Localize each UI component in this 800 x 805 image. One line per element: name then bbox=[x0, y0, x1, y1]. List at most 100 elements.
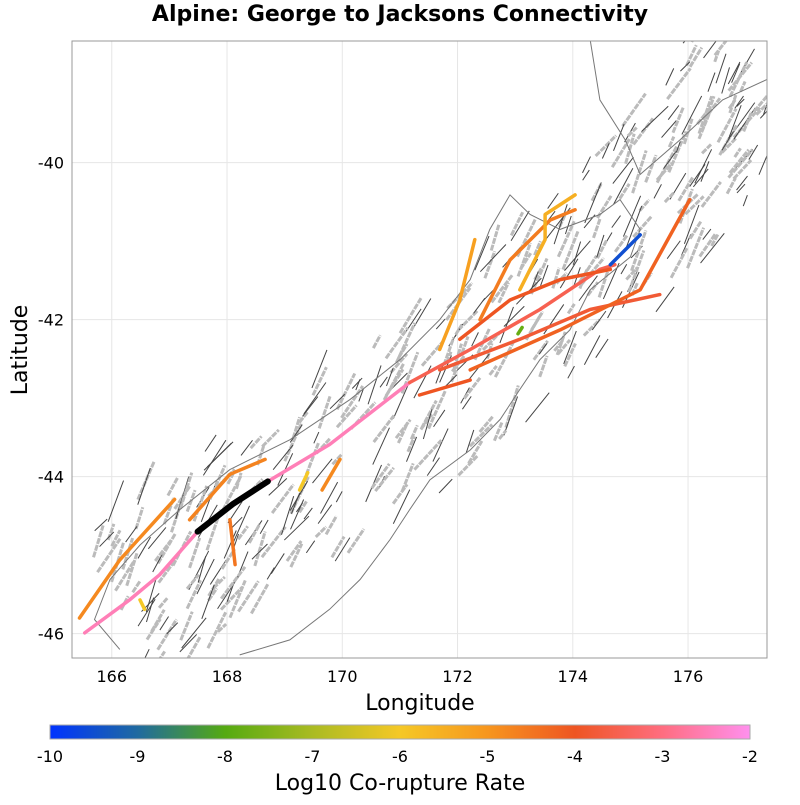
background-fault bbox=[247, 523, 261, 544]
x-tick-label: 168 bbox=[212, 667, 243, 686]
background-fault bbox=[335, 491, 343, 503]
background-fault bbox=[413, 439, 443, 471]
background-fault bbox=[432, 428, 449, 462]
background-fault bbox=[290, 499, 305, 530]
background-fault bbox=[331, 453, 343, 466]
background-fault bbox=[312, 458, 333, 484]
background-fault bbox=[681, 95, 703, 135]
background-fault bbox=[94, 518, 108, 532]
background-fault bbox=[479, 244, 507, 273]
background-fault bbox=[692, 8, 698, 24]
background-fault bbox=[156, 532, 177, 565]
background-fault bbox=[692, 168, 709, 188]
background-fault bbox=[655, 286, 675, 313]
background-fault bbox=[675, 141, 681, 153]
background-fault bbox=[721, 131, 734, 151]
rupture-trace bbox=[458, 267, 613, 342]
x-tick-label: 174 bbox=[558, 667, 589, 686]
background-fault bbox=[291, 416, 302, 439]
background-fault bbox=[406, 435, 416, 453]
background-fault bbox=[290, 492, 301, 514]
y-tick-label: -42 bbox=[38, 311, 64, 330]
background-fault bbox=[493, 341, 515, 378]
background-fault bbox=[591, 310, 607, 331]
background-fault bbox=[298, 500, 308, 514]
colorbar-tick-label: -10 bbox=[37, 747, 63, 766]
background-fault bbox=[435, 318, 446, 330]
background-fault bbox=[398, 297, 423, 334]
background-fault bbox=[621, 92, 647, 127]
background-fault bbox=[592, 217, 602, 239]
background-fault bbox=[289, 424, 303, 443]
background-fault bbox=[483, 250, 497, 279]
background-fault bbox=[742, 111, 754, 133]
background-fault bbox=[713, 41, 728, 57]
background-fault bbox=[178, 472, 194, 510]
colorbar-label: Log10 Co-rupture Rate bbox=[275, 771, 526, 796]
background-fault bbox=[173, 485, 192, 510]
background-fault bbox=[372, 427, 390, 465]
background-fault bbox=[156, 618, 178, 651]
background-fault bbox=[553, 339, 565, 352]
background-fault bbox=[499, 306, 514, 344]
background-fault bbox=[304, 442, 320, 476]
background-fault bbox=[736, 183, 746, 194]
background-fault bbox=[305, 540, 316, 554]
background-fault bbox=[492, 421, 504, 442]
background-fault bbox=[748, 144, 759, 160]
background-fault bbox=[742, 194, 748, 207]
background-fault bbox=[665, 68, 675, 86]
background-fault bbox=[240, 439, 253, 456]
background-fault bbox=[152, 554, 163, 573]
background-fault bbox=[716, 108, 738, 144]
background-fault bbox=[474, 235, 490, 271]
background-fault bbox=[736, 175, 748, 191]
background-fault bbox=[602, 262, 620, 300]
coastline-segment bbox=[589, 41, 767, 176]
background-fault bbox=[145, 577, 157, 613]
background-fault bbox=[663, 151, 677, 169]
background-fault bbox=[179, 634, 198, 653]
background-fault bbox=[601, 143, 610, 159]
background-fault bbox=[454, 323, 464, 336]
background-fault bbox=[314, 525, 328, 539]
background-fault bbox=[680, 61, 691, 72]
background-fault bbox=[334, 537, 351, 562]
background-fault bbox=[330, 535, 346, 559]
background-fault bbox=[566, 303, 576, 315]
background-fault bbox=[632, 117, 655, 146]
background-fault bbox=[613, 233, 629, 253]
background-fault bbox=[655, 162, 674, 181]
background-fault bbox=[752, 93, 767, 113]
background-fault bbox=[733, 147, 742, 158]
background-fault bbox=[260, 525, 287, 559]
background-fault bbox=[228, 579, 247, 619]
background-fault bbox=[374, 466, 395, 493]
background-fault bbox=[150, 608, 166, 633]
background-fault bbox=[158, 650, 166, 658]
rupture-trace bbox=[77, 497, 177, 620]
background-fault bbox=[340, 385, 364, 419]
y-axis-label: Latitude bbox=[8, 305, 33, 396]
colorbar-tick-label: -5 bbox=[480, 747, 496, 766]
rupture-trace bbox=[407, 262, 617, 385]
rupture-trace bbox=[266, 380, 412, 484]
rupture-trace bbox=[478, 208, 577, 322]
background-fault bbox=[249, 435, 263, 450]
background-fault bbox=[564, 240, 591, 271]
background-fault bbox=[144, 648, 150, 658]
background-fault bbox=[427, 389, 447, 430]
background-fault bbox=[212, 575, 226, 590]
background-fault bbox=[638, 198, 651, 212]
background-fault bbox=[682, 118, 694, 145]
background-fault bbox=[329, 393, 346, 410]
background-fault bbox=[335, 404, 358, 429]
background-fault bbox=[392, 489, 411, 524]
background-fault bbox=[181, 617, 207, 649]
background-fault bbox=[114, 560, 136, 592]
background-fault bbox=[400, 462, 415, 492]
background-fault bbox=[653, 184, 662, 199]
background-fault bbox=[556, 220, 576, 258]
background-fault bbox=[197, 555, 207, 583]
